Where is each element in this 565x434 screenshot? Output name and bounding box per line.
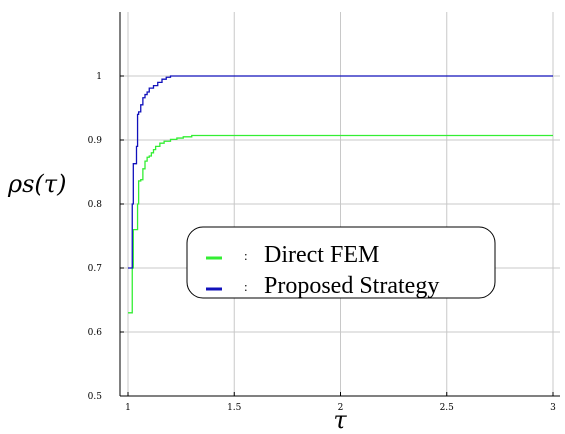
x-tick-label: 1.5 (227, 403, 242, 413)
legend: : Direct FEM: Proposed Strategy (186, 226, 496, 299)
y-tick-label: 0.6 (88, 328, 103, 338)
legend-box (186, 226, 496, 299)
y-tick-label: 0.8 (88, 200, 103, 210)
x-tick-label: 3 (550, 403, 556, 413)
grid (120, 12, 560, 396)
y-tick-label: 0.5 (88, 392, 103, 402)
y-tick-label: 0.7 (88, 264, 103, 274)
y-tick-label: 0.9 (88, 136, 103, 146)
x-tick-label: 2 (338, 403, 344, 413)
x-tick-label: 2.5 (440, 403, 455, 413)
x-tick-label: 1 (125, 403, 131, 413)
legend-separator: : (244, 279, 248, 294)
legend-label-1: Proposed Strategy (264, 273, 439, 299)
y-axis-label: ρs(τ) (7, 170, 66, 198)
series-line-0 (128, 134, 553, 314)
tick-labels: 1 1.5 2 2.5 3 0.5 0.6 0.7 0.8 0.9 1 (88, 72, 556, 413)
y-tick-label: 1 (96, 72, 102, 82)
legend-label-0: Direct FEM (264, 242, 379, 268)
series-lines (128, 75, 553, 314)
axes (119, 12, 560, 397)
series-line-1 (128, 75, 553, 269)
legend-separator: : (244, 248, 248, 263)
x-axis-label: τ (333, 406, 347, 434)
